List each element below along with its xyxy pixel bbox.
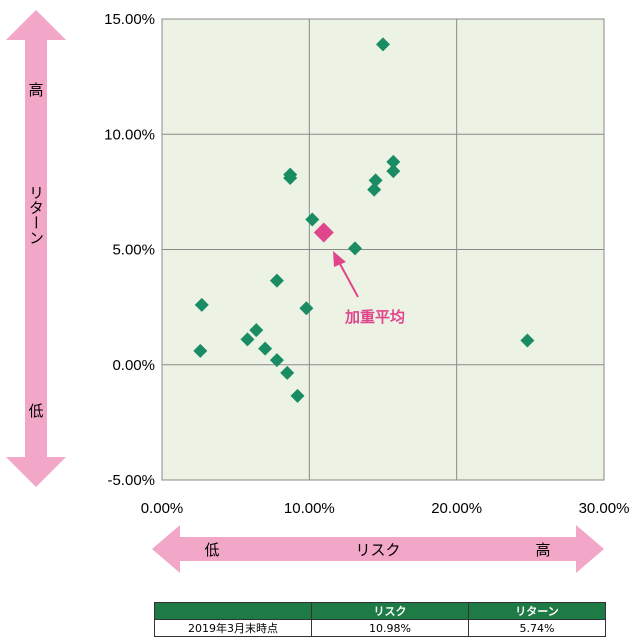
data-point bbox=[386, 154, 401, 169]
data-point bbox=[280, 365, 295, 380]
data-point bbox=[269, 353, 284, 368]
summary-data-row: 2019年3月末時点 10.98% 5.74% bbox=[154, 619, 606, 637]
y-tick-label: 0.00% bbox=[112, 357, 155, 374]
data-point bbox=[299, 301, 314, 316]
y-tick-label: 10.00% bbox=[104, 126, 155, 143]
x-tick-label: 30.00% bbox=[579, 500, 630, 517]
data-point bbox=[290, 388, 305, 403]
data-point bbox=[249, 323, 264, 338]
risk-axis-label: リスク bbox=[355, 541, 400, 559]
data-point bbox=[520, 333, 535, 348]
data-point bbox=[258, 341, 273, 356]
x-tick-label: 10.00% bbox=[284, 500, 335, 517]
summary-risk-value: 10.98% bbox=[311, 619, 469, 637]
weighted-average-pointer-line bbox=[338, 261, 359, 298]
x-tick-labels: 0.00% 10.00% 20.00% 30.00% bbox=[141, 500, 630, 517]
data-point bbox=[240, 332, 255, 347]
y-tick-label: -5.00% bbox=[107, 472, 155, 489]
weighted-average-pointer-head bbox=[333, 251, 346, 267]
return-axis-arrow bbox=[6, 10, 66, 487]
data-point bbox=[348, 241, 363, 256]
risk-high-label: 高 bbox=[535, 541, 550, 559]
risk-return-chart: 15.00% 10.00% 5.00% 0.00% -5.00% 0.00% 10.00%… bbox=[6, 10, 630, 573]
return-axis-label: リターン bbox=[27, 185, 45, 245]
summary-header-return: リターン bbox=[468, 602, 606, 620]
weighted-average-point bbox=[313, 222, 334, 243]
summary-header-row: リスク リターン bbox=[154, 602, 606, 620]
summary-header-risk: リスク bbox=[311, 602, 469, 620]
x-tick-label: 20.00% bbox=[431, 500, 482, 517]
x-tick-label: 0.00% bbox=[141, 500, 184, 517]
data-point bbox=[368, 173, 383, 188]
y-tick-label: 15.00% bbox=[104, 11, 155, 28]
data-point bbox=[305, 212, 320, 227]
data-point bbox=[367, 182, 382, 197]
data-point bbox=[386, 164, 401, 179]
y-tick-label: 5.00% bbox=[112, 242, 155, 259]
data-point bbox=[269, 273, 284, 288]
weighted-average-label: 加重平均 bbox=[344, 308, 405, 326]
gridlines bbox=[161, 18, 605, 481]
summary-header-blank bbox=[154, 602, 312, 620]
data-point bbox=[193, 343, 208, 358]
data-point bbox=[376, 37, 390, 52]
return-low-label: 低 bbox=[28, 402, 43, 420]
return-high-label: 高 bbox=[28, 81, 43, 99]
summary-date: 2019年3月末時点 bbox=[154, 619, 312, 637]
data-point bbox=[194, 297, 209, 312]
risk-axis-arrow bbox=[152, 525, 604, 573]
risk-low-label: 低 bbox=[204, 541, 219, 559]
summary-return-value: 5.74% bbox=[468, 619, 606, 637]
data-point bbox=[283, 171, 298, 186]
y-tick-labels: 15.00% 10.00% 5.00% 0.00% -5.00% bbox=[104, 11, 155, 489]
summary-table: リスク リターン 2019年3月末時点 10.98% 5.74% bbox=[154, 602, 606, 637]
data-points bbox=[193, 37, 535, 403]
